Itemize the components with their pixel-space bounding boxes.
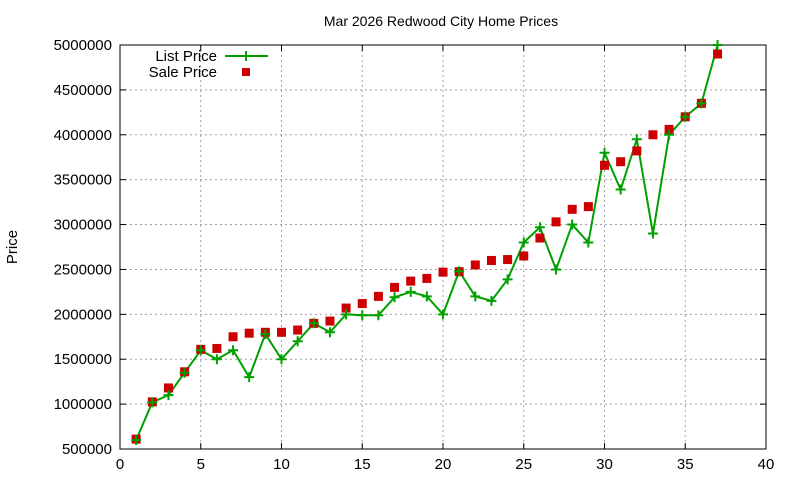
list-price-point — [454, 266, 465, 277]
legend-label-list-price: List Price — [155, 48, 217, 65]
y-tick-label: 500000 — [62, 441, 112, 458]
list-price-point — [308, 318, 319, 329]
list-price-point — [131, 435, 142, 446]
sale-price-point — [244, 328, 254, 338]
sale-price-point — [228, 332, 238, 342]
x-tick-label: 5 — [197, 456, 205, 473]
list-price-point — [470, 291, 481, 302]
y-tick-label: 2500000 — [54, 261, 112, 278]
list-price-point — [599, 147, 610, 158]
sale-price-point — [567, 204, 577, 214]
sale-price-point — [648, 130, 658, 140]
sale-price-point — [713, 49, 723, 59]
y-axis-label: Price — [4, 230, 21, 264]
x-tick-label: 20 — [435, 456, 452, 473]
sale-price-point — [600, 160, 609, 170]
list-price-point — [211, 354, 222, 365]
sale-price-point — [438, 267, 448, 277]
list-price-point — [712, 40, 723, 50]
list-price-point — [680, 111, 691, 122]
list-price-line — [135, 44, 719, 441]
list-price-point — [195, 345, 206, 356]
sale-price-point — [632, 146, 642, 156]
y-tick-label: 2000000 — [54, 306, 112, 323]
y-tick-label: 1000000 — [54, 396, 112, 413]
x-tick-label: 30 — [596, 456, 613, 473]
sale-price-point — [373, 291, 383, 301]
sale-price-point — [212, 343, 222, 353]
list-price-point — [405, 286, 416, 297]
list-price-point — [664, 129, 675, 140]
list-price-point — [438, 309, 448, 320]
sale-price-point — [470, 260, 480, 270]
list-price-point — [421, 291, 432, 302]
sale-price-point — [325, 316, 335, 326]
sale-price-point — [277, 327, 286, 337]
y-tick-label: 4500000 — [54, 82, 112, 99]
sale-price-point — [583, 202, 593, 212]
sale-price-point — [551, 217, 561, 227]
x-tick-label: 25 — [515, 456, 532, 473]
sale-price-point — [616, 157, 626, 167]
x-tick-label: 15 — [354, 456, 371, 473]
list-price-point — [696, 98, 707, 109]
list-price-point — [163, 390, 174, 401]
list-price-point — [486, 295, 497, 306]
list-price-point — [551, 264, 562, 275]
plot-border — [119, 44, 767, 450]
list-price-point — [276, 354, 287, 365]
sale-price-point — [422, 273, 432, 283]
list-price-point — [631, 134, 642, 145]
sale-price-point — [293, 325, 303, 335]
list-price-point — [260, 329, 271, 340]
chart-title: Mar 2026 Redwood City Home Prices — [324, 13, 558, 29]
sale-price-point — [390, 282, 400, 292]
list-price-point — [244, 372, 255, 383]
legend-marker-list-price — [241, 51, 251, 61]
legend-label-sale-price: Sale Price — [149, 64, 217, 81]
list-price-point — [567, 219, 578, 230]
list-price-point — [179, 367, 190, 378]
y-tick-label: 5000000 — [54, 37, 112, 54]
list-price-point — [615, 184, 626, 195]
list-price-point — [647, 228, 658, 239]
grid — [120, 45, 766, 449]
x-tick-label: 0 — [116, 456, 124, 473]
sale-price-point — [664, 124, 674, 134]
x-tick-label: 40 — [758, 456, 775, 473]
sale-price-point — [486, 255, 496, 265]
y-tick-label: 1500000 — [54, 351, 112, 368]
y-tick-label: 4000000 — [54, 127, 112, 144]
sale-price-point — [406, 276, 416, 286]
y-tick-label: 3000000 — [54, 217, 112, 234]
list-price-point — [502, 274, 513, 285]
sale-price-point — [357, 299, 367, 309]
sale-price-point — [163, 383, 173, 393]
list-price-point — [228, 345, 239, 356]
y-tick-label: 3500000 — [54, 172, 112, 189]
series — [131, 40, 723, 446]
x-tick-label: 35 — [677, 456, 694, 473]
list-price-point — [583, 237, 594, 248]
list-price-point — [341, 309, 352, 320]
sale-price-point — [341, 303, 351, 313]
sale-price-point — [519, 251, 529, 261]
ticks: 0 5 10 15 20 25 30 35 40 500000 1000000 1500000 2000… — [54, 37, 775, 473]
legend: List Price Sale Price — [149, 48, 268, 81]
list-price-point — [389, 292, 400, 303]
list-price-point — [292, 336, 303, 347]
list-price-point — [373, 310, 384, 321]
list-price-point — [324, 327, 335, 338]
x-tick-label: 10 — [273, 456, 290, 473]
list-price-point — [518, 237, 529, 248]
list-price-point — [147, 397, 158, 408]
list-price-point — [534, 222, 545, 233]
list-price-point — [357, 310, 368, 321]
legend-marker-sale-price — [242, 68, 250, 76]
sale-price-point — [535, 233, 545, 243]
sale-price-point — [503, 255, 513, 265]
